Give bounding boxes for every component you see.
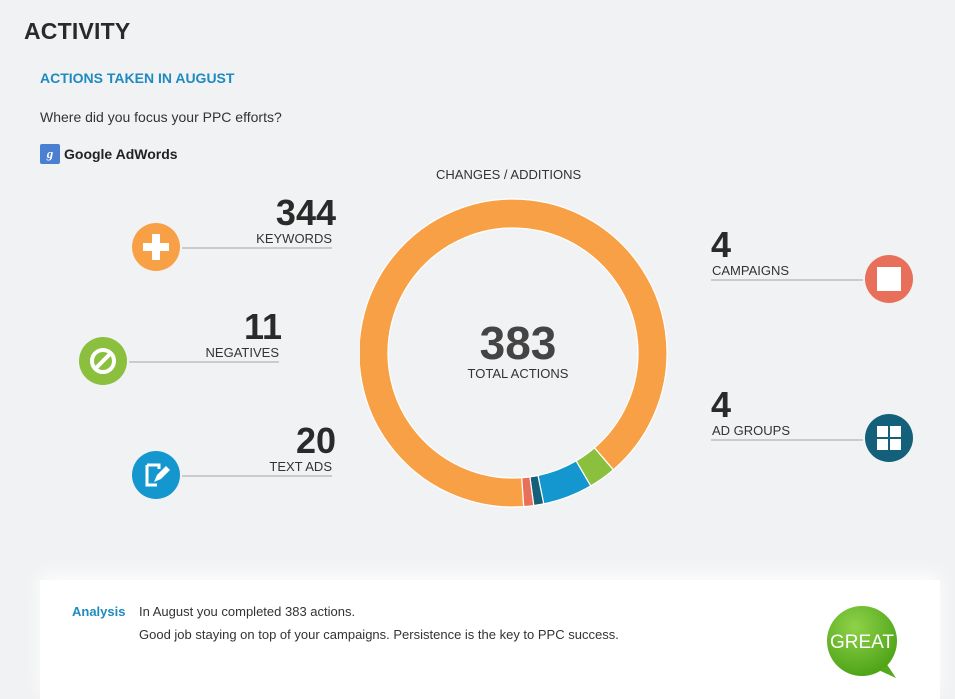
negatives-line bbox=[129, 361, 279, 363]
ad-groups-label: AD GROUPS bbox=[712, 423, 791, 438]
google-g-icon: g bbox=[40, 144, 60, 164]
total-actions-value: 383 bbox=[480, 317, 557, 369]
donut-slice-campaigns bbox=[521, 476, 535, 508]
negatives-circle bbox=[79, 337, 127, 385]
negatives-label: NEGATIVES bbox=[205, 345, 279, 360]
analysis-title: Analysis bbox=[72, 604, 126, 619]
text-ads-circle bbox=[132, 451, 180, 499]
keywords-label: KEYWORDS bbox=[256, 231, 332, 246]
analysis-text-line1: In August you completed 383 actions. bbox=[139, 604, 356, 619]
chart-title: CHANGES / ADDITIONS bbox=[436, 167, 582, 182]
great-badge-text: GREAT bbox=[830, 632, 894, 653]
text-ads-label: TEXT ADS bbox=[269, 459, 332, 474]
ad-groups-circle bbox=[865, 414, 913, 462]
analysis-panel bbox=[40, 580, 940, 699]
keywords-circle bbox=[132, 223, 180, 271]
page-title: ACTIVITY bbox=[24, 18, 131, 44]
keywords-line bbox=[182, 247, 332, 249]
campaigns-circle bbox=[865, 255, 913, 303]
negatives-value: 11 bbox=[243, 306, 282, 347]
text-ads-value: 20 bbox=[295, 420, 336, 461]
donut-slice-keywords bbox=[360, 198, 668, 508]
edit-ad-icon bbox=[132, 451, 180, 499]
platform-name: Google AdWords bbox=[64, 146, 178, 162]
campaigns-label: CAMPAIGNS bbox=[712, 263, 790, 278]
ad-groups-line bbox=[711, 439, 863, 441]
great-badge: GREAT bbox=[827, 606, 897, 678]
analysis-text-line2: Good job staying on top of your campaign… bbox=[139, 627, 619, 642]
platform-label: g Google AdWords bbox=[40, 144, 178, 164]
square-icon bbox=[865, 255, 913, 303]
total-actions-label: TOTAL ACTIONS bbox=[468, 366, 569, 381]
campaigns-line bbox=[711, 279, 863, 281]
text-ads-line bbox=[182, 475, 332, 477]
donut-chart: 383 TOTAL ACTIONS bbox=[360, 198, 668, 508]
campaigns-value: 4 bbox=[711, 224, 732, 265]
section-title: ACTIONS TAKEN IN AUGUST bbox=[40, 70, 235, 86]
donut-slices bbox=[360, 198, 668, 508]
grid-icon bbox=[865, 414, 913, 462]
plus-icon bbox=[132, 223, 180, 271]
question-text: Where did you focus your PPC efforts? bbox=[40, 109, 282, 125]
no-sign-icon bbox=[79, 337, 127, 385]
ad-groups-value: 4 bbox=[711, 384, 732, 425]
keywords-value: 344 bbox=[275, 192, 336, 233]
